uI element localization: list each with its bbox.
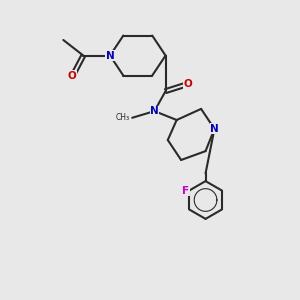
Text: O: O bbox=[68, 70, 76, 81]
Text: N: N bbox=[210, 124, 219, 134]
Text: N: N bbox=[150, 106, 159, 116]
Text: F: F bbox=[182, 186, 189, 196]
Text: CH₃: CH₃ bbox=[116, 113, 130, 122]
Text: N: N bbox=[106, 51, 114, 61]
Text: O: O bbox=[183, 80, 192, 89]
